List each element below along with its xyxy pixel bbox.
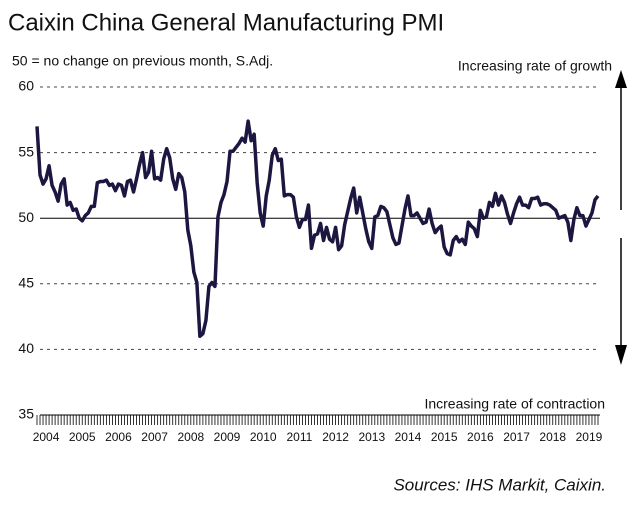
x-tick-label: 2014 [395,430,422,444]
x-tick-label: 2013 [358,430,385,444]
x-tick-label: 2004 [33,430,60,444]
x-tick-label: 2006 [105,430,132,444]
x-tick-label: 2011 [286,430,312,444]
x-tick-label: 2019 [576,430,603,444]
annotation: Increasing rate of contraction [424,396,605,412]
x-tick-label: 2008 [177,430,204,444]
source: Sources: IHS Markit, Caixin. [393,475,606,494]
x-tick-label: 2018 [539,430,566,444]
subtitle: 50 = no change on previous month, S.Adj. [12,53,273,69]
y-tick-label: 45 [18,275,34,291]
growth-arrow [615,70,627,210]
chart-title: Caixin China General Manufacturing PMI [8,9,444,36]
x-tick-label: 2009 [214,430,241,444]
y-tick-label: 40 [18,340,34,356]
x-tick-label: 2017 [503,430,530,444]
y-tick-label: 50 [18,209,34,225]
x-tick-label: 2015 [431,430,458,444]
x-tick-label: 2012 [322,430,349,444]
annotation: Increasing rate of growth [458,58,612,74]
x-tick-label: 2010 [250,430,277,444]
x-tick-label: 2005 [69,430,96,444]
pmi-line [35,119,600,339]
x-tick-label: 2016 [467,430,494,444]
y-tick-label: 60 [18,78,34,94]
y-tick-label: 35 [18,406,34,422]
y-tick-label: 55 [18,143,34,159]
x-tick-label: 2007 [141,430,168,444]
contraction-arrow [615,238,627,365]
